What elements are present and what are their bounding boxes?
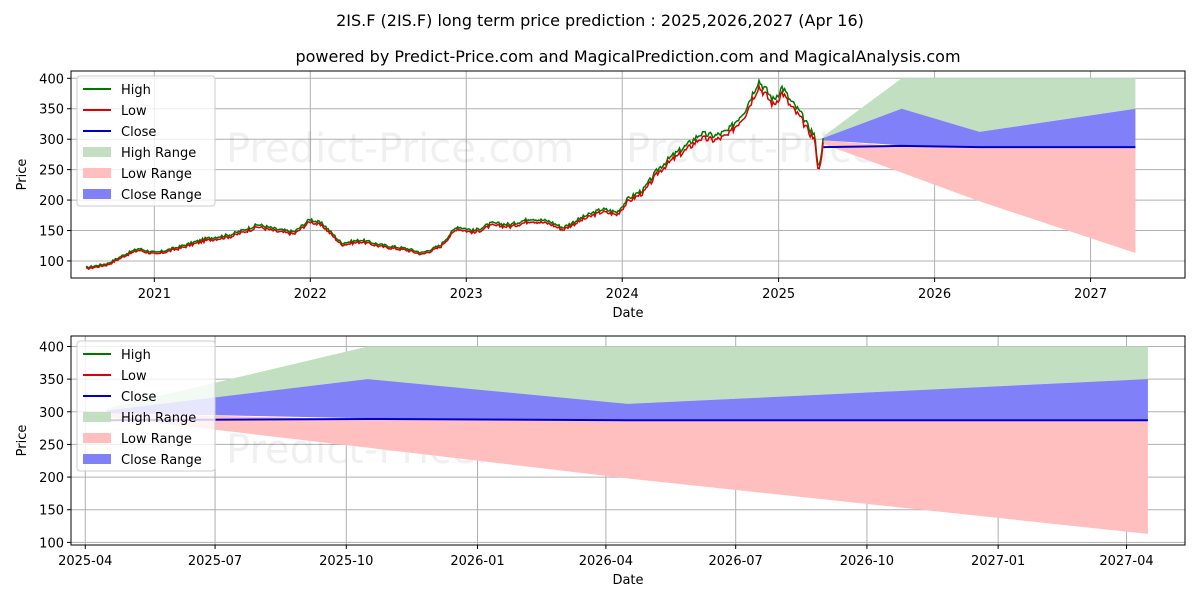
x-tick-label: 2025-07 xyxy=(188,554,242,569)
y-tick-label: 350 xyxy=(39,373,64,388)
legend-swatch-patch xyxy=(83,189,111,199)
x-tick-label: 2025-04 xyxy=(58,554,112,569)
x-tick-label: 2022 xyxy=(294,287,327,302)
y-tick-label: 300 xyxy=(39,406,64,421)
legend-swatch-patch xyxy=(83,433,111,443)
y-tick-label: 150 xyxy=(39,504,64,519)
y-tick-label: 200 xyxy=(39,471,64,486)
x-tick-label: 2026-10 xyxy=(840,554,894,569)
y-tick-label: 400 xyxy=(39,340,64,355)
axes-frame xyxy=(70,70,1186,279)
y-tick-label: 150 xyxy=(39,225,64,240)
low-price-line xyxy=(85,83,824,271)
legend-label: Low Range xyxy=(121,167,192,182)
x-tick-label: 2027-04 xyxy=(1099,554,1153,569)
legend-swatch-patch xyxy=(83,147,111,157)
legend-label: Low Range xyxy=(121,432,192,447)
y-tick-label: 250 xyxy=(39,164,64,179)
x-tick-label: 2026-04 xyxy=(579,554,633,569)
y-tick-label: 100 xyxy=(39,536,64,551)
plot-area xyxy=(85,77,1136,271)
x-tick-label: 2023 xyxy=(450,287,483,302)
close-range-band xyxy=(106,379,1148,420)
top-chart-panel: Predict-Price.com Predict-Price.com Predic… xyxy=(15,70,1186,322)
close-forecast-line xyxy=(823,144,1136,149)
x-tick-label: 2027 xyxy=(1074,287,1107,302)
y-tick-label: 200 xyxy=(39,194,64,209)
legend-swatch-patch xyxy=(83,454,111,464)
y-tick-label: 100 xyxy=(39,255,64,270)
legend-label: Close xyxy=(121,125,156,140)
y-axis-label: Price xyxy=(15,425,30,457)
chart-legend: High Low Close High Range Low Range Close Ran… xyxy=(76,340,216,472)
legend-box xyxy=(76,340,216,472)
watermark-text: Predict-Price.com xyxy=(626,276,974,322)
x-axis-label: Date xyxy=(612,573,643,588)
legend-swatch-patch xyxy=(83,168,111,178)
chart-legend: High Low Close High Range Low Range Close Ran… xyxy=(76,75,216,207)
legend-label: High xyxy=(121,348,151,363)
x-tick-label: 2024 xyxy=(606,287,639,302)
legend-label: High xyxy=(121,83,151,98)
x-tick-label: 2026-01 xyxy=(450,554,504,569)
legend-label: Close Range xyxy=(121,188,202,203)
low-range-band xyxy=(823,140,1136,254)
legend-label: Low xyxy=(121,104,147,119)
x-tick-label: 2026-07 xyxy=(709,554,763,569)
legend-label: High Range xyxy=(121,411,196,426)
legend-label: High Range xyxy=(121,146,196,161)
legend-swatch-patch xyxy=(83,412,111,422)
x-tick-label: 2021 xyxy=(138,287,171,302)
y-tick-label: 350 xyxy=(39,103,64,118)
close-forecast-line xyxy=(106,417,1148,422)
legend-box xyxy=(76,75,216,207)
y-tick-label: 300 xyxy=(39,133,64,148)
axes-frame xyxy=(70,335,1186,546)
x-tick-label: 2025 xyxy=(762,287,795,302)
legend-label: Low xyxy=(121,369,147,384)
x-tick-label: 2026 xyxy=(918,287,951,302)
low-range-band xyxy=(106,413,1148,534)
y-tick-label: 250 xyxy=(39,438,64,453)
x-tick-label: 2027-01 xyxy=(971,554,1025,569)
watermark-text: Predict-Price.com xyxy=(226,126,574,172)
high-price-line xyxy=(85,77,824,269)
y-axis-label: Price xyxy=(15,159,30,191)
x-tick-label: 2025-10 xyxy=(319,554,373,569)
legend-label: Close xyxy=(121,390,156,405)
chart-title: 2IS.F (2IS.F) long term price prediction… xyxy=(336,11,864,30)
watermark-text: Predict-Price.com xyxy=(226,276,574,322)
x-axis-label: Date xyxy=(612,306,643,321)
legend-label: Close Range xyxy=(121,453,202,468)
y-tick-label: 400 xyxy=(39,72,64,87)
close-range-band xyxy=(823,108,1136,147)
plot-area xyxy=(106,346,1148,534)
chart-subtitle: powered by Predict-Price.com and Magical… xyxy=(295,47,960,66)
bottom-chart-panel: Predict-Price.comPredict-Price.com2025-0… xyxy=(15,335,1186,588)
